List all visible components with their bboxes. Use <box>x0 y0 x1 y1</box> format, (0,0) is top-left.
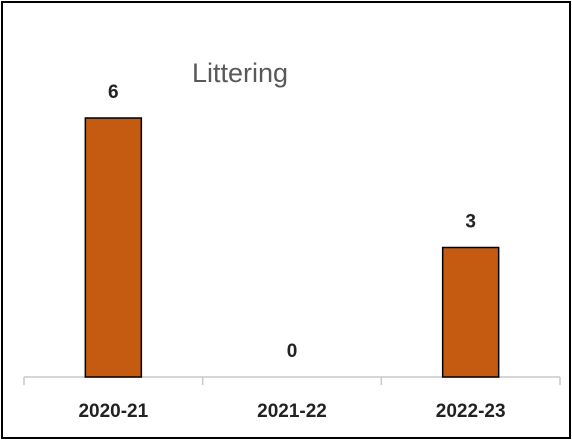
x-axis-ticks <box>23 377 561 385</box>
x-tick-label-2021-22: 2021-22 <box>257 401 327 422</box>
data-labels: 6 0 3 <box>108 82 476 362</box>
x-tick-label-2020-21: 2020-21 <box>78 401 148 422</box>
bar-2020-21 <box>84 117 143 378</box>
data-label-2022-23: 3 <box>465 212 476 233</box>
data-label-2020-21: 6 <box>108 82 119 103</box>
chart-title: Littering <box>192 58 288 88</box>
bars <box>84 117 500 378</box>
x-tick-label-2022-23: 2022-23 <box>436 401 506 422</box>
bar-2022-23 <box>441 246 500 378</box>
x-tick-labels: 2020-21 2021-22 2022-23 <box>78 401 505 422</box>
data-label-2021-22: 0 <box>287 341 298 362</box>
